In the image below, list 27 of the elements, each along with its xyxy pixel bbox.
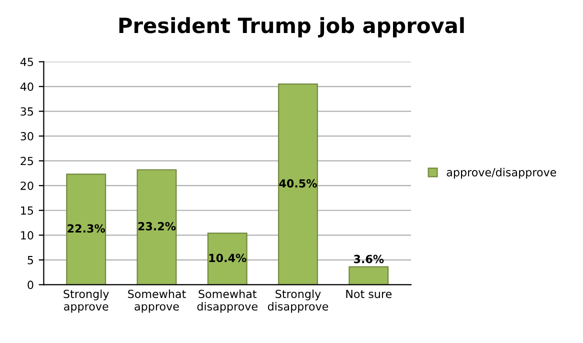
legend-label: approve/disapprove: [446, 168, 556, 179]
x-tick-label: Somewhat disapprove: [197, 290, 258, 313]
y-tick-label: 20: [20, 182, 34, 190]
y-tick-label: 45: [20, 58, 34, 66]
y-tick-label: 10: [21, 231, 34, 240]
bar: [348, 266, 389, 285]
bar: [66, 174, 106, 285]
y-tick-label: 30: [20, 132, 34, 140]
x-tick-label: Strongly disapprove: [268, 290, 328, 313]
data-label: 22.3%: [68, 224, 106, 233]
bar: [136, 169, 177, 285]
y-tick-label: 0: [28, 280, 34, 290]
x-tick-label: Strongly approve: [64, 290, 109, 313]
x-tick-label: Somewhat approve: [128, 290, 186, 313]
y-tick-label: 15: [21, 206, 34, 215]
data-label: 10.4%: [209, 254, 246, 262]
x-tick-label: Not sure: [346, 290, 392, 298]
bar: [207, 232, 248, 285]
data-label: 3.6%: [354, 254, 384, 264]
y-tick-label: 25: [20, 156, 34, 166]
chart-title: President Trump job approval: [119, 17, 464, 38]
y-tick-label: 40: [20, 82, 34, 91]
y-tick-label: 35: [20, 107, 34, 116]
data-label: 40.5%: [279, 179, 317, 188]
y-tick-label: 5: [28, 256, 34, 264]
data-label: 23.2%: [138, 222, 176, 230]
bar: [278, 83, 318, 285]
